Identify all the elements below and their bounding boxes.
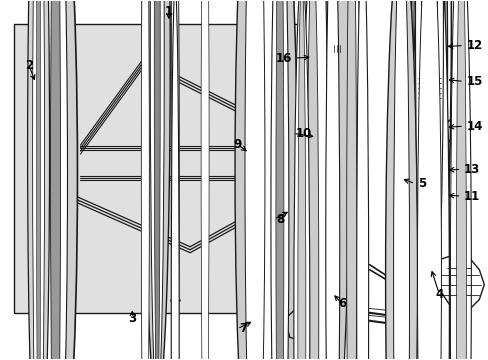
Ellipse shape [37, 0, 41, 360]
Ellipse shape [150, 0, 164, 360]
Ellipse shape [244, 0, 264, 360]
Text: 13: 13 [463, 163, 479, 176]
Ellipse shape [325, 0, 339, 360]
Ellipse shape [413, 0, 445, 360]
Ellipse shape [293, 0, 309, 360]
Ellipse shape [311, 0, 327, 360]
Ellipse shape [393, 0, 408, 360]
Ellipse shape [322, 0, 336, 360]
Ellipse shape [297, 0, 305, 360]
Ellipse shape [450, 0, 470, 360]
Ellipse shape [30, 0, 47, 360]
Ellipse shape [356, 0, 368, 360]
Ellipse shape [261, 0, 278, 360]
Ellipse shape [235, 0, 274, 360]
Ellipse shape [329, 0, 349, 360]
Ellipse shape [341, 0, 361, 360]
Ellipse shape [144, 0, 170, 360]
Ellipse shape [270, 0, 288, 360]
Text: 9: 9 [233, 138, 241, 150]
Ellipse shape [455, 0, 466, 360]
Text: 2: 2 [25, 59, 33, 72]
Ellipse shape [34, 0, 77, 360]
Text: 12: 12 [466, 39, 482, 52]
Ellipse shape [43, 0, 67, 360]
Ellipse shape [408, 0, 448, 360]
Ellipse shape [421, 0, 437, 360]
Text: 5: 5 [417, 177, 425, 190]
Ellipse shape [171, 0, 179, 360]
Ellipse shape [411, 0, 447, 360]
Bar [14, 24, 300, 313]
Ellipse shape [300, 0, 324, 360]
Text: 3: 3 [128, 311, 136, 325]
Ellipse shape [449, 0, 464, 360]
Ellipse shape [428, 0, 448, 360]
Ellipse shape [34, 0, 43, 360]
Ellipse shape [33, 0, 44, 360]
Ellipse shape [415, 0, 443, 360]
Ellipse shape [262, 0, 297, 360]
Text: 11: 11 [463, 190, 479, 203]
Bar [337, 90, 365, 230]
Ellipse shape [251, 0, 287, 360]
Ellipse shape [275, 0, 284, 360]
Text: 8: 8 [276, 213, 284, 226]
Ellipse shape [171, 0, 179, 360]
Ellipse shape [27, 0, 49, 360]
Text: 10: 10 [295, 127, 311, 140]
Ellipse shape [419, 0, 439, 360]
Text: 15: 15 [466, 75, 482, 88]
Ellipse shape [50, 0, 61, 360]
Text: 16: 16 [275, 51, 292, 64]
Ellipse shape [306, 0, 318, 360]
Text: 4: 4 [434, 288, 443, 301]
Ellipse shape [415, 0, 443, 360]
Ellipse shape [141, 0, 149, 360]
Ellipse shape [411, 0, 447, 360]
Ellipse shape [171, 0, 179, 360]
Ellipse shape [141, 0, 149, 360]
Ellipse shape [154, 0, 160, 360]
Text: 6: 6 [337, 297, 346, 310]
Ellipse shape [346, 0, 356, 360]
Text: 1: 1 [164, 5, 173, 18]
Ellipse shape [417, 0, 441, 360]
Text: 7: 7 [239, 322, 247, 335]
Ellipse shape [407, 0, 450, 360]
Ellipse shape [201, 0, 209, 360]
Text: 14: 14 [466, 120, 482, 133]
Ellipse shape [385, 0, 417, 360]
